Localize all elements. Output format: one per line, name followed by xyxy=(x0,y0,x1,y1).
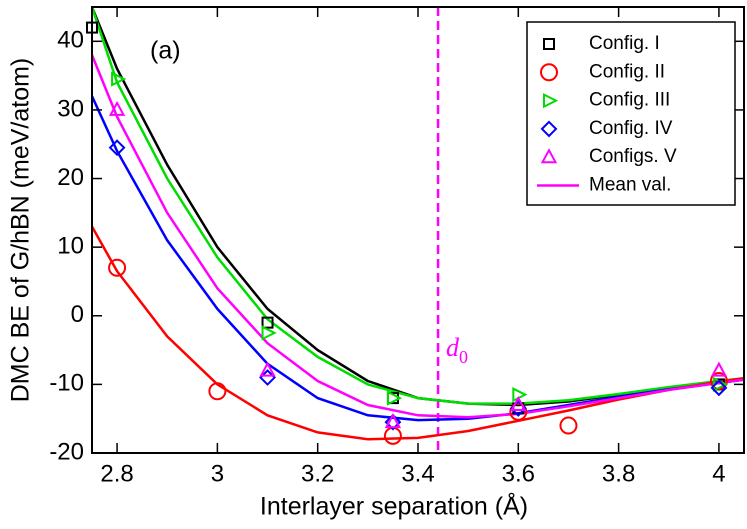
point xyxy=(512,387,528,403)
plot-area xyxy=(92,7,744,453)
y-tick-label: -20 xyxy=(49,438,84,465)
legend-marker xyxy=(540,148,558,164)
legend-label: Config. IV xyxy=(589,118,673,139)
point xyxy=(559,416,578,435)
legend-marker xyxy=(543,92,559,109)
legend-box xyxy=(526,21,736,206)
y-tick-label: 30 xyxy=(57,95,84,122)
legend-label: Mean val. xyxy=(589,175,671,196)
reference-label-main: d xyxy=(446,333,460,362)
point xyxy=(108,139,126,157)
y-tick-label: 10 xyxy=(57,232,84,259)
reference-label-sub: 0 xyxy=(459,347,468,367)
panel-label: (a) xyxy=(150,37,181,65)
point xyxy=(208,382,227,401)
x-tick-label: 3.8 xyxy=(602,460,635,487)
point xyxy=(108,258,127,277)
x-tick-label: 4 xyxy=(712,460,725,487)
point xyxy=(710,379,728,397)
y-tick-label: 20 xyxy=(57,164,84,191)
reference-label: d0 xyxy=(446,333,468,367)
x-tick-label: 3.2 xyxy=(301,460,334,487)
point xyxy=(111,71,127,87)
legend-label: Config. III xyxy=(589,90,670,111)
point xyxy=(384,413,402,429)
x-tick-label: 3.4 xyxy=(401,460,434,487)
legend-marker xyxy=(540,63,558,82)
point xyxy=(509,402,528,421)
point xyxy=(510,395,527,411)
point xyxy=(261,325,277,341)
y-axis-title: DMC BE of G/hBN (meV/atom) xyxy=(7,58,35,403)
point xyxy=(259,361,276,377)
point xyxy=(710,361,728,377)
legend-marker xyxy=(540,120,558,138)
y-tick-label: 40 xyxy=(57,27,84,54)
point xyxy=(261,316,274,329)
point xyxy=(386,390,403,406)
mean-curve xyxy=(92,54,744,419)
y-tick-label: -10 xyxy=(49,370,84,397)
point xyxy=(384,413,402,431)
x-tick-label: 2.8 xyxy=(100,460,133,487)
x-axis-title: Interlayer separation (Å) xyxy=(260,491,528,521)
y-tick-label: 0 xyxy=(71,301,84,328)
fit-curve xyxy=(92,225,744,441)
point xyxy=(108,100,126,116)
legend-label: Config. I xyxy=(589,33,660,54)
legend-label: Config. II xyxy=(589,61,665,82)
x-tick-label: 3.6 xyxy=(502,460,535,487)
x-tick-label: 3 xyxy=(211,460,224,487)
plot-frame xyxy=(91,6,745,454)
legend-label: Configs. V xyxy=(589,146,677,167)
legend-marker xyxy=(543,38,555,50)
fit-curve xyxy=(92,7,744,405)
